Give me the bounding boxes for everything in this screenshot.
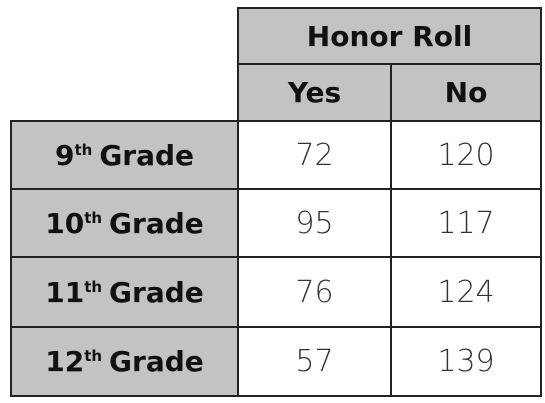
- yes-cell: 76: [237, 256, 392, 328]
- subheader-row: Yes No: [11, 63, 542, 122]
- data-row: 9th Grade 72 120: [10, 120, 542, 190]
- column-header: Yes: [237, 63, 392, 122]
- data-row: 12th Grade 57 139: [10, 326, 542, 397]
- header-row: Honor Roll: [11, 7, 542, 122]
- ordinal-suffix: th: [84, 347, 103, 365]
- yes-cell: 72: [237, 120, 392, 190]
- row-label: 11th Grade: [10, 256, 239, 328]
- honor-roll-table: Honor Roll Yes No 9th Grade 72 120 10th Gr…: [10, 7, 542, 397]
- yes-cell: 95: [237, 188, 392, 258]
- data-row: 11th Grade 76 124: [10, 256, 542, 328]
- yes-cell: 57: [237, 326, 392, 397]
- no-cell: 139: [390, 326, 542, 397]
- grade-word: Grade: [99, 138, 195, 172]
- blank-corner: [11, 8, 239, 122]
- grade-number: 12: [45, 345, 85, 378]
- grade-word: Grade: [109, 345, 204, 378]
- grade-word: Grade: [109, 206, 204, 240]
- grade-number: 10: [45, 206, 85, 240]
- group-header: Honor Roll: [237, 7, 542, 65]
- ordinal-suffix: th: [74, 140, 93, 159]
- ordinal-suffix: th: [84, 277, 103, 296]
- row-label: 9th Grade: [10, 120, 239, 190]
- data-row: 10th Grade 95 117: [10, 188, 542, 258]
- grade-word: Grade: [109, 275, 204, 309]
- no-cell: 117: [390, 188, 542, 258]
- no-cell: 124: [390, 256, 542, 328]
- row-label: 10th Grade: [10, 188, 239, 258]
- ordinal-suffix: th: [84, 208, 103, 227]
- column-header: No: [390, 63, 542, 122]
- grade-number: 9: [54, 138, 75, 172]
- row-label: 12th Grade: [10, 326, 239, 397]
- no-cell: 120: [390, 120, 542, 190]
- grade-number: 11: [45, 275, 85, 309]
